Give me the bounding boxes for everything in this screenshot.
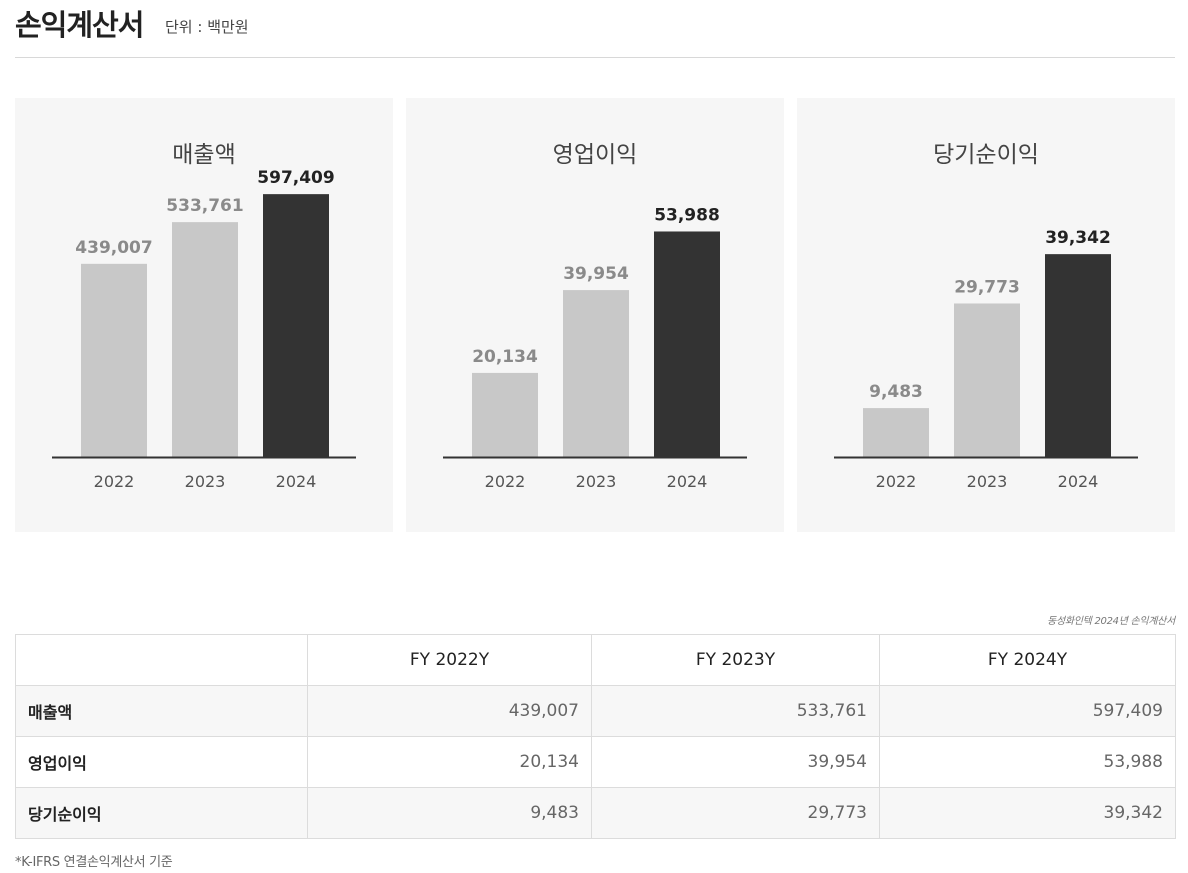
bar-value-label: 9,483 — [869, 382, 923, 402]
table-header-fy2024: FY 2024Y — [879, 634, 1176, 686]
table-cell: 53,988 — [879, 736, 1176, 788]
chart-title: 당기순이익 — [933, 142, 1039, 168]
unit-label: 단위 : 백만원 — [165, 18, 249, 36]
x-tick-label: 2022 — [94, 472, 135, 491]
bar-value-label: 29,773 — [954, 277, 1020, 297]
chart-panel-operating-income: 영업이익 20,134 2022 39,954 2023 53,988 2024 — [406, 98, 784, 532]
table-row: 영업이익 20,134 39,954 53,988 — [15, 736, 1176, 788]
bar-2022 — [472, 372, 538, 457]
x-tick-label: 2022 — [485, 472, 526, 491]
table-cell: 597,409 — [879, 685, 1176, 737]
chart-svg-operating-income: 영업이익 20,134 2022 39,954 2023 53,988 2024 — [443, 142, 747, 491]
bar-value-label: 597,409 — [257, 168, 334, 188]
bar-value-label: 53,988 — [654, 205, 720, 225]
bar-2023 — [954, 303, 1020, 457]
row-label-revenue: 매출액 — [15, 685, 308, 737]
table-row: 당기순이익 9,483 29,773 39,342 — [15, 787, 1176, 839]
bar-2023 — [172, 222, 238, 457]
x-tick-label: 2023 — [967, 472, 1008, 491]
bar-2024 — [263, 194, 329, 457]
table-row: 매출액 439,007 533,761 597,409 — [15, 685, 1176, 737]
table-cell: 39,342 — [879, 787, 1176, 839]
page-header: 손익계산서 단위 : 백만원 — [15, 0, 1175, 58]
bar-value-label: 533,761 — [166, 196, 243, 216]
table-header-fy2023: FY 2023Y — [591, 634, 880, 686]
bar-value-label: 20,134 — [472, 347, 538, 367]
table-cell: 533,761 — [591, 685, 880, 737]
table-header-corner — [15, 634, 308, 686]
bar-value-label: 39,954 — [563, 264, 629, 284]
table-header-fy2022: FY 2022Y — [307, 634, 592, 686]
bar-value-label: 439,007 — [75, 238, 152, 258]
table-cell: 20,134 — [307, 736, 592, 788]
row-label-net-income: 당기순이익 — [15, 787, 308, 839]
income-statement-table: FY 2022Y FY 2023Y FY 2024Y 매출액 439,007 5… — [15, 634, 1176, 839]
table-cell: 439,007 — [307, 685, 592, 737]
source-caption: 동성화인텍 2024년 손익계산서 — [1047, 616, 1175, 627]
bar-2023 — [563, 290, 629, 457]
x-tick-label: 2024 — [276, 472, 317, 491]
table-header-row: FY 2022Y FY 2023Y FY 2024Y — [15, 634, 1176, 686]
bar-2024 — [1045, 254, 1111, 457]
footnote: *K-IFRS 연결손익계산서 기준 — [15, 855, 173, 870]
x-tick-label: 2023 — [185, 472, 226, 491]
page-title: 손익계산서 — [15, 8, 144, 42]
chart-title: 영업이익 — [553, 142, 638, 168]
x-tick-label: 2024 — [1058, 472, 1099, 491]
bar-value-label: 39,342 — [1045, 228, 1111, 248]
chart-panel-revenue: 매출액 439,007 2022 533,761 2023 597,409 2024 — [15, 98, 393, 532]
table-cell: 29,773 — [591, 787, 880, 839]
table-cell: 39,954 — [591, 736, 880, 788]
x-tick-label: 2024 — [667, 472, 708, 491]
chart-svg-revenue: 매출액 439,007 2022 533,761 2023 597,409 2024 — [52, 142, 356, 491]
table-cell: 9,483 — [307, 787, 592, 839]
x-tick-label: 2022 — [876, 472, 917, 491]
chart-svg-net-income: 당기순이익 9,483 2022 29,773 2023 39,342 2024 — [834, 142, 1138, 491]
bar-2024 — [654, 231, 720, 457]
chart-panel-net-income: 당기순이익 9,483 2022 29,773 2023 39,342 2024 — [797, 98, 1175, 532]
x-tick-label: 2023 — [576, 472, 617, 491]
chart-title: 매출액 — [172, 142, 235, 168]
row-label-operating-income: 영업이익 — [15, 736, 308, 788]
bar-2022 — [81, 263, 147, 457]
bar-2022 — [863, 408, 929, 457]
